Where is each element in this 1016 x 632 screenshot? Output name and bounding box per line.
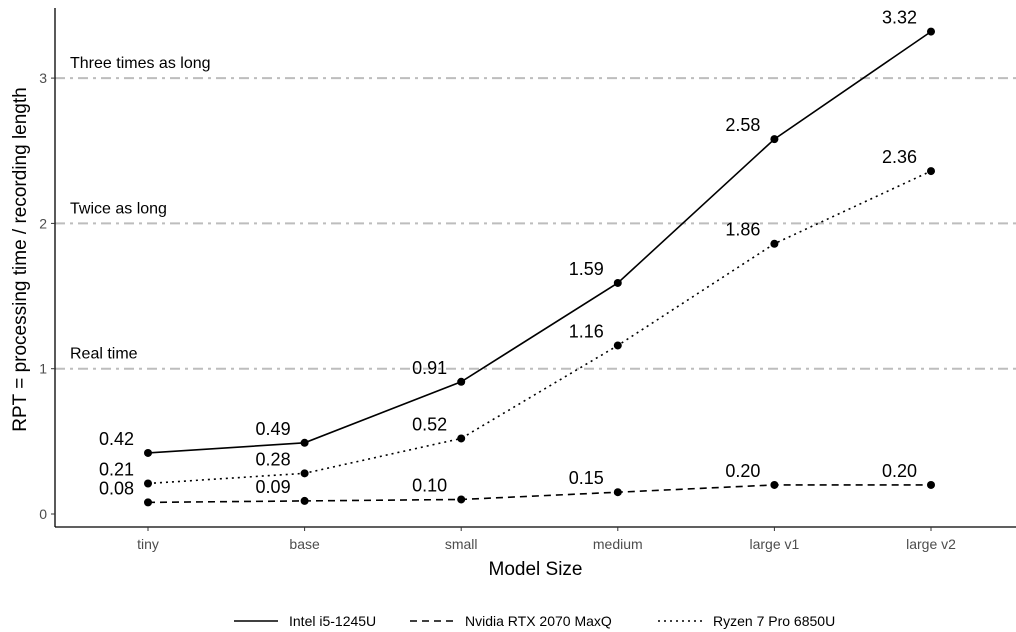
reference-label: Twice as long bbox=[70, 200, 167, 217]
data-label: 3.32 bbox=[882, 8, 917, 28]
series bbox=[144, 27, 935, 507]
data-point bbox=[613, 341, 622, 350]
data-label: 0.08 bbox=[99, 478, 134, 498]
legend-label: Ryzen 7 Pro 6850U bbox=[713, 613, 835, 629]
legend-label: Intel i5-1245U bbox=[289, 613, 376, 629]
data-label: 0.20 bbox=[725, 461, 760, 481]
y-tick-label: 3 bbox=[39, 70, 47, 86]
data-point bbox=[927, 167, 935, 176]
legend-label: Nvidia RTX 2070 MaxQ bbox=[465, 613, 612, 629]
data-point bbox=[613, 488, 622, 497]
x-tick-label: small bbox=[445, 536, 478, 552]
reference-lines: Real time Twice as long Three times as lon… bbox=[55, 55, 1016, 370]
data-label: 1.86 bbox=[725, 220, 760, 240]
data-label: 1.16 bbox=[569, 321, 604, 341]
y-axis-title: RPT = processing time / recording length bbox=[10, 87, 31, 431]
data-point bbox=[770, 480, 779, 489]
data-point bbox=[927, 480, 935, 489]
data-label: 0.28 bbox=[256, 449, 291, 469]
x-tick-label: large v2 bbox=[906, 536, 956, 552]
data-point bbox=[927, 27, 935, 36]
legend: Intel i5-1245U Nvidia RTX 2070 MaxQ Ryzen … bbox=[234, 613, 835, 629]
series-line bbox=[147, 484, 931, 504]
reference-label: Three times as long bbox=[70, 55, 211, 72]
data-label: 0.09 bbox=[256, 477, 291, 497]
data-label: 0.10 bbox=[412, 475, 447, 495]
y-tick-label: 1 bbox=[39, 361, 47, 377]
data-label: 0.42 bbox=[99, 429, 134, 449]
data-point bbox=[770, 239, 779, 248]
x-tick-label: medium bbox=[593, 536, 643, 552]
data-point bbox=[457, 377, 466, 386]
series-line bbox=[147, 170, 932, 485]
data-point bbox=[144, 498, 152, 507]
x-tick-label: large v1 bbox=[749, 536, 799, 552]
data-point bbox=[457, 495, 466, 504]
x-tick-label: base bbox=[289, 536, 320, 552]
data-point bbox=[300, 496, 309, 505]
data-label: 0.91 bbox=[412, 358, 447, 378]
x-axis-title: Model Size bbox=[489, 559, 583, 580]
x-tick-label: tiny bbox=[137, 536, 159, 552]
axes: 0 1 2 3 tiny base small medium large v1 large v2 bbox=[39, 8, 1016, 552]
y-tick-label: 2 bbox=[39, 215, 47, 231]
data-point bbox=[300, 469, 309, 478]
data-point bbox=[144, 479, 152, 488]
data-label: 2.36 bbox=[882, 147, 917, 167]
data-point bbox=[770, 135, 779, 144]
data-label: 2.58 bbox=[725, 115, 760, 135]
data-label: 0.20 bbox=[882, 461, 917, 481]
data-label: 0.49 bbox=[256, 419, 291, 439]
data-label: 1.59 bbox=[569, 259, 604, 279]
data-point bbox=[144, 448, 152, 457]
data-label: 0.52 bbox=[412, 414, 447, 434]
data-label: 0.21 bbox=[99, 459, 134, 479]
reference-label: Real time bbox=[70, 346, 138, 363]
data-point bbox=[457, 434, 466, 443]
data-point bbox=[300, 438, 309, 447]
series-line bbox=[147, 30, 932, 454]
data-labels: 0.42 0.49 0.91 1.59 2.58 3.32 0.08 0.09 0.10 0.15… bbox=[99, 8, 917, 499]
data-point bbox=[613, 278, 622, 287]
data-label: 0.15 bbox=[569, 468, 604, 488]
y-tick-label: 0 bbox=[39, 506, 47, 522]
